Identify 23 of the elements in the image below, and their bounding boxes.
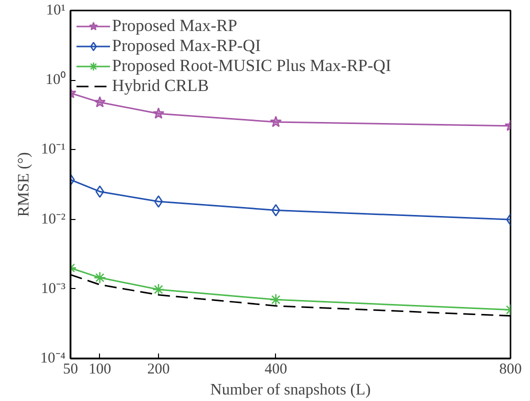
point [270, 116, 282, 128]
legend-label: Hybrid CRLB [112, 76, 209, 96]
y-tick-label: 10⁻² [41, 211, 66, 228]
x-axis-title: Number of snapshots (L) [210, 382, 371, 398]
point [94, 272, 106, 284]
x-tick-label: 200 [147, 362, 170, 378]
legend-label: Proposed Max-RP [112, 16, 238, 36]
y-axis-title: RMSE (°) [15, 152, 32, 217]
y-tick-label: 10⁰ [46, 71, 66, 88]
y-tick-label: 10¹ [46, 2, 66, 18]
y-tick-label: 10⁻³ [41, 280, 66, 297]
point [152, 107, 164, 119]
x-tick-label: 800 [499, 362, 522, 378]
point [272, 204, 280, 216]
legend-label: Proposed Max-RP-QI [112, 36, 261, 56]
y-tick-label: 10⁻¹ [41, 142, 66, 158]
x-tick-label: 50 [63, 362, 78, 378]
legend-label: Proposed Root-MUSIC Plus Max-RP-QI [112, 56, 392, 76]
x-tick-label: 100 [88, 362, 112, 378]
point [270, 294, 282, 306]
x-tick-label: 400 [264, 362, 288, 378]
point [94, 96, 106, 108]
point [152, 283, 165, 296]
